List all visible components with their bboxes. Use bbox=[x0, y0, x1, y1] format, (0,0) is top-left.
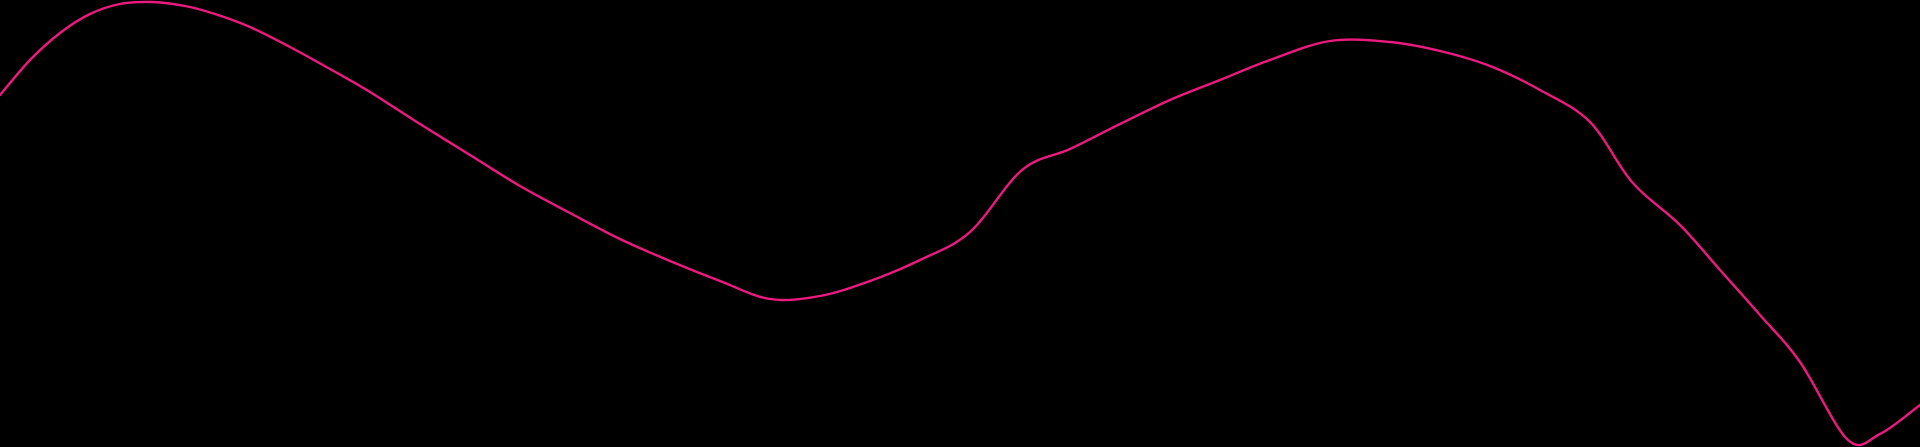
wave-line bbox=[0, 0, 1920, 447]
wave-chart-svg bbox=[0, 0, 1920, 447]
plot-canvas bbox=[0, 0, 1920, 447]
chart-background bbox=[0, 0, 1920, 447]
